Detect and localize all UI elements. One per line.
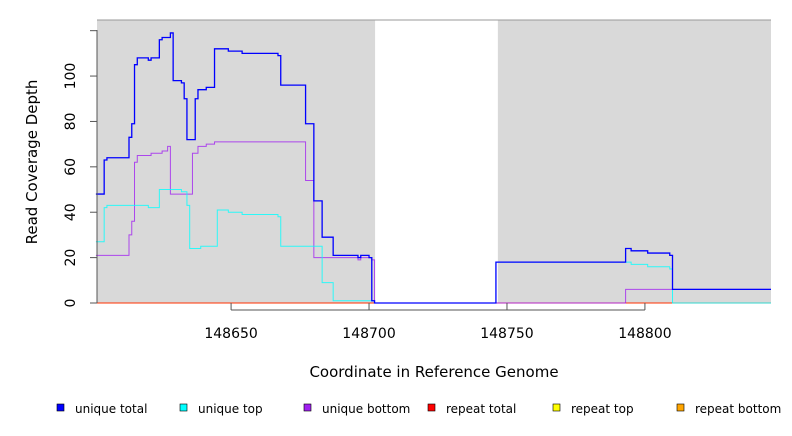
x-tick-label: 148700 xyxy=(342,326,395,342)
x-tick-label: 148800 xyxy=(618,326,671,342)
legend-swatch xyxy=(56,403,65,412)
x-axis-label: Coordinate in Reference Genome xyxy=(309,363,558,381)
y-tick-label: 0 xyxy=(63,299,79,308)
y-tick-label: 40 xyxy=(63,203,79,221)
legend: unique total unique top unique bottom repea… xyxy=(56,402,781,416)
legend-item: unique top xyxy=(179,402,263,416)
y-tick-label: 100 xyxy=(63,63,79,90)
y-tick-label: 20 xyxy=(63,249,79,267)
series-line-unique-top xyxy=(95,189,771,304)
x-axis: 148650 148700 148750 148800 xyxy=(204,303,672,342)
legend-swatch xyxy=(427,403,436,412)
legend-label: unique total xyxy=(75,402,147,416)
legend-item: repeat top xyxy=(552,402,634,416)
legend-item: unique bottom xyxy=(303,402,410,416)
shaded-region xyxy=(97,20,376,303)
y-tick-label: 80 xyxy=(63,113,79,131)
shaded-region xyxy=(497,20,771,303)
series-line-unique-bottom xyxy=(95,141,771,304)
y-axis: 0 20 40 60 80 100 xyxy=(63,30,97,308)
legend-item: repeat bottom xyxy=(676,402,781,416)
series-lines xyxy=(95,32,771,304)
x-tick-label: 148650 xyxy=(204,326,257,342)
legend-label: unique bottom xyxy=(322,402,410,416)
y-axis-label: Read Coverage Depth xyxy=(23,80,41,245)
legend-swatch xyxy=(676,403,685,412)
y-tick-label: 60 xyxy=(63,158,79,176)
shaded-regions xyxy=(97,20,771,303)
legend-swatch xyxy=(303,403,312,412)
series-line-unique-total xyxy=(95,32,771,304)
legend-label: unique top xyxy=(198,402,263,416)
legend-label: repeat top xyxy=(571,402,634,416)
legend-swatch xyxy=(552,403,561,412)
legend-label: repeat total xyxy=(446,402,516,416)
legend-item: unique total xyxy=(56,402,147,416)
legend-item: repeat total xyxy=(427,402,516,416)
legend-swatch xyxy=(179,403,188,412)
legend-label: repeat bottom xyxy=(695,402,781,416)
x-tick-label: 148750 xyxy=(480,326,533,342)
